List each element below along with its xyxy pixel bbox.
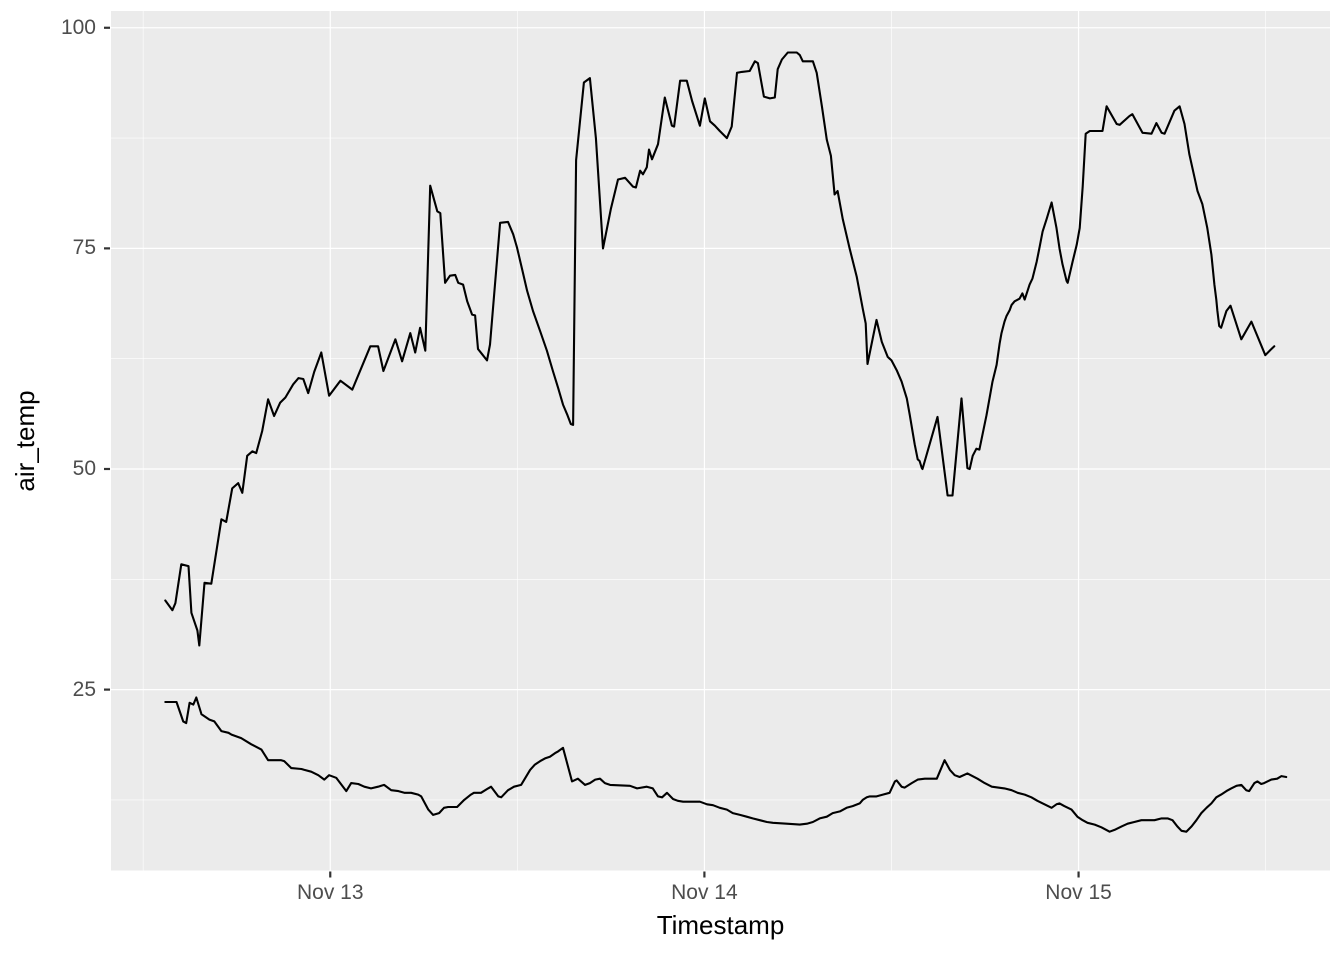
y-axis-title: air_temp [10, 390, 40, 492]
y-tick-label-75: 75 [72, 236, 96, 260]
panel-background [111, 11, 1330, 871]
y-tick-label-100: 100 [60, 15, 96, 39]
x-tick-label-nov-15: Nov 15 [1045, 880, 1112, 904]
y-tick-label-50: 50 [72, 456, 96, 480]
x-axis-title: Timestamp [656, 910, 785, 940]
x-tick-label-nov-13: Nov 13 [296, 880, 364, 904]
line-series_1_upper [164, 51, 1276, 647]
line-series_2_lower [164, 696, 1288, 833]
x-tick-label-nov-14: Nov 14 [671, 880, 738, 904]
y-tick-label-25: 25 [72, 677, 96, 701]
